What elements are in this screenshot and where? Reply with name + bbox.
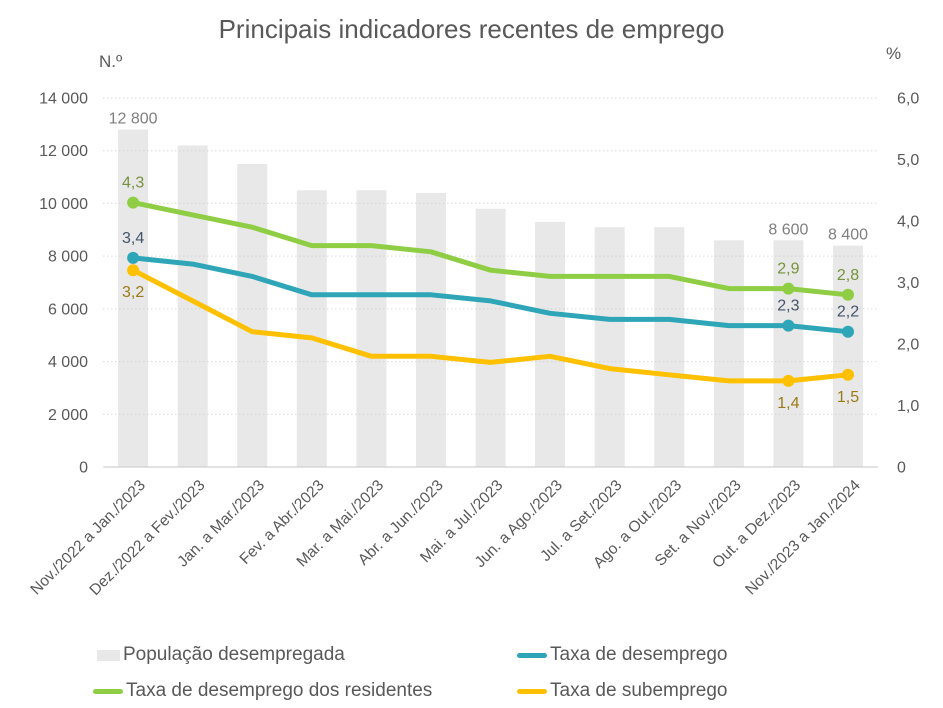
right-tick-label: 3,0 [897, 275, 919, 292]
legend-swatch [517, 688, 547, 694]
bar-value-label: 12 800 [109, 111, 158, 128]
series-line [130, 267, 851, 384]
series-marker [127, 264, 140, 277]
series-marker [782, 374, 795, 387]
bar [535, 221, 566, 467]
series-marker [782, 319, 795, 332]
bar [713, 240, 744, 467]
series-marker [842, 325, 854, 338]
x-tick-label: Dez./2022 a Fev./2023 [86, 477, 208, 599]
bar [833, 245, 863, 467]
bar-value-label: 8 400 [828, 227, 868, 244]
series-marker [842, 288, 854, 301]
point-value-label: 2,2 [837, 304, 859, 321]
bar [118, 129, 149, 467]
right-tick-label: 5,0 [897, 152, 919, 169]
series-line [130, 255, 851, 335]
bar [356, 190, 387, 468]
x-tick-label: Nov./2022 a Jan./2023 [27, 477, 149, 599]
point-value-label: 3,2 [122, 284, 144, 301]
point-value-label: 1,5 [837, 389, 859, 406]
left-tick-label: 12 000 [39, 143, 88, 160]
series-marker [127, 196, 140, 209]
left-tick-label: 0 [79, 460, 88, 477]
series-line [130, 200, 851, 298]
left-tick-label: 14 000 [39, 91, 88, 108]
bar [416, 192, 446, 467]
left-axis-unit: N.º [99, 52, 123, 71]
bar-value-label: 8 600 [768, 221, 808, 238]
bar [773, 240, 804, 467]
point-value-label: 4,3 [122, 175, 144, 192]
bar [654, 227, 685, 467]
point-value-label: 2,9 [777, 261, 799, 278]
left-tick-label: 2 000 [48, 407, 88, 424]
series-marker [782, 282, 795, 295]
series-marker [127, 251, 140, 264]
legend-swatch [517, 652, 547, 658]
right-axis-unit: % [886, 44, 902, 63]
legend-item-line-2: Taxa de desemprego dos residentes [93, 679, 432, 703]
right-tick-label: 2,0 [897, 337, 919, 354]
bar [296, 190, 327, 468]
x-tick-label: Nov./2023 a Jan./2024 [742, 477, 864, 599]
legend-label: População desempregada [123, 644, 345, 665]
left-tick-label: 4 000 [48, 354, 88, 371]
bar [475, 208, 506, 467]
legend-item-line-1: Taxa de desemprego [517, 643, 727, 667]
series-marker [842, 368, 854, 381]
legend-label: Taxa de desemprego dos residentes [126, 680, 433, 701]
point-value-label: 2,3 [777, 298, 799, 315]
chart-title: Principais indicadores recentes de empre… [218, 14, 725, 44]
legend-item-bars: População desempregada [97, 643, 345, 667]
point-value-label: 1,4 [777, 395, 799, 412]
left-tick-label: 6 000 [48, 301, 88, 318]
left-tick-label: 8 000 [48, 249, 88, 266]
legend-swatch [97, 649, 120, 661]
bar [237, 163, 268, 467]
legend-label: Taxa de desemprego [550, 644, 728, 665]
left-tick-label: 10 000 [39, 196, 88, 213]
right-tick-label: 6,0 [897, 91, 919, 108]
legend-item-line-3: Taxa de subemprego [517, 679, 727, 703]
right-tick-label: 4,0 [897, 214, 919, 231]
legend-label: Taxa de subemprego [550, 680, 728, 701]
right-tick-label: 0 [897, 460, 906, 477]
right-tick-label: 1,0 [897, 398, 919, 415]
bar [594, 227, 625, 467]
point-value-label: 2,8 [837, 267, 859, 284]
legend-swatch [93, 688, 123, 694]
point-value-label: 3,4 [122, 230, 144, 247]
